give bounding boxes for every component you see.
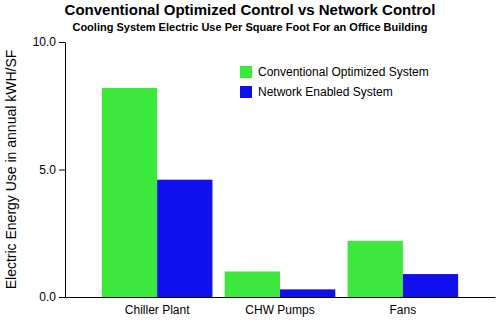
y-tick-mark [59, 297, 65, 298]
chart: Conventional Optimized Control vs Networ… [0, 0, 500, 326]
y-tick-label: 5.0 [39, 163, 56, 177]
bar [280, 289, 335, 297]
y-tick: 0.0 [39, 290, 65, 304]
y-tick-label: 0.0 [39, 290, 56, 304]
title: Conventional Optimized Control vs Networ… [65, 1, 436, 18]
bar [157, 180, 212, 297]
x-tick-label: Chiller Plant [125, 303, 190, 317]
y-tick: 10.0 [33, 35, 65, 49]
subtitle: Cooling System Electric Use Per Square F… [72, 21, 427, 33]
x-tick-label: Fans [390, 303, 417, 317]
y-axis-line [65, 43, 66, 298]
bar [102, 88, 157, 297]
x-tick: Fans [390, 303, 417, 317]
legend: Conventional Optimized System Network Ena… [240, 65, 429, 99]
x-tick: Chiller Plant [125, 303, 190, 317]
y-tick: 5.0 [39, 163, 65, 177]
legend-label: Conventional Optimized System [258, 65, 429, 79]
legend-swatch [240, 66, 252, 78]
y-tick-mark [59, 42, 65, 43]
bars [102, 88, 458, 297]
y-tick-label: 10.0 [33, 35, 57, 49]
bar [225, 272, 280, 298]
y-tick-mark [59, 170, 65, 171]
x-tick-label: CHW Pumps [245, 303, 314, 317]
bar [403, 274, 458, 297]
bar [348, 241, 403, 297]
x-axis: Chiller Plant CHW Pumps Fans [66, 298, 496, 318]
y-axis: 0.0 5.0 10.0 [33, 35, 66, 304]
x-axis-line [66, 297, 496, 298]
legend-swatch [240, 86, 252, 98]
x-tick: CHW Pumps [245, 303, 314, 317]
y-axis-title: Electric Energy Use in annual kWH/SF [3, 50, 19, 290]
legend-label: Network Enabled System [258, 85, 393, 99]
